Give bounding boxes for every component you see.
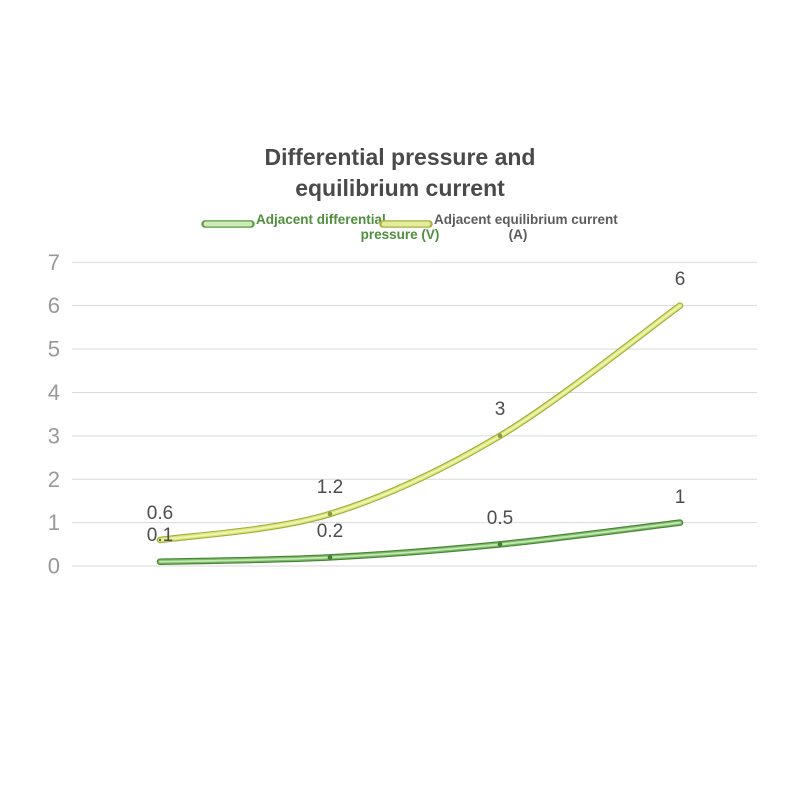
svg-text:0: 0 <box>48 554 60 579</box>
svg-text:5: 5 <box>48 337 60 362</box>
svg-text:4: 4 <box>48 380 60 405</box>
svg-text:7: 7 <box>48 250 60 275</box>
svg-text:0.6: 0.6 <box>147 503 173 524</box>
svg-text:Adjacent differential: Adjacent differential <box>256 212 386 227</box>
svg-text:1: 1 <box>48 510 60 535</box>
svg-text:6: 6 <box>48 293 60 318</box>
svg-text:0.1: 0.1 <box>147 525 173 546</box>
svg-text:0.2: 0.2 <box>317 521 343 542</box>
svg-text:(A): (A) <box>509 227 528 242</box>
svg-text:1: 1 <box>675 487 686 508</box>
svg-text:3: 3 <box>495 399 506 420</box>
svg-text:1.2: 1.2 <box>317 477 343 498</box>
svg-text:Adjacent equilibrium current: Adjacent equilibrium current <box>434 212 618 227</box>
svg-text:0.5: 0.5 <box>487 508 513 529</box>
svg-text:6: 6 <box>675 269 686 290</box>
svg-text:2: 2 <box>48 467 60 492</box>
svg-text:3: 3 <box>48 423 60 448</box>
svg-text:pressure (V): pressure (V) <box>361 227 440 242</box>
